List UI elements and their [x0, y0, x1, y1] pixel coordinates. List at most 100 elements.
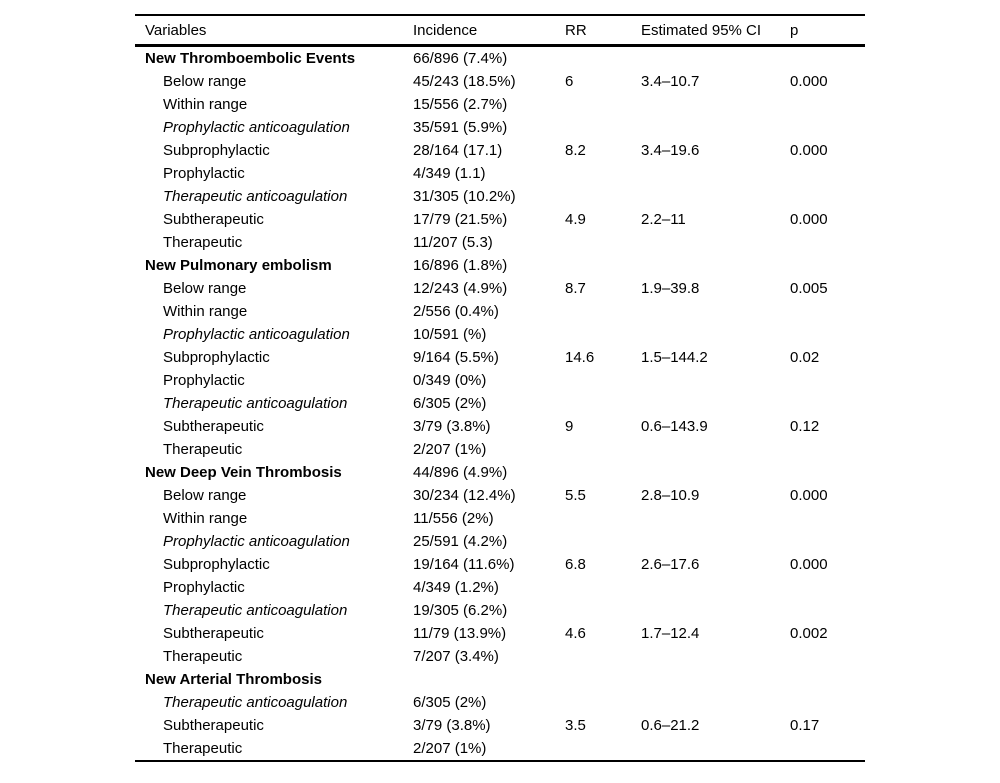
variable-cell: Subtherapeutic — [163, 418, 264, 435]
incidence-cell: 66/896 (7.4%) — [413, 50, 508, 67]
table-row: Subprophylactic 28/164 (17.1) 8.2 3.4–19… — [135, 139, 865, 162]
p-value-cell: 0.000 — [790, 487, 828, 504]
table-row: New Thromboembolic Events 66/896 (7.4%) — [135, 47, 865, 70]
variable-cell: Therapeutic — [163, 234, 243, 251]
rr-cell: 4.9 — [565, 211, 586, 228]
incidence-cell: 11/556 (2%) — [413, 510, 494, 527]
variable-cell: New Thromboembolic Events — [145, 50, 356, 67]
incidence-cell: 28/164 (17.1) — [413, 142, 503, 159]
variable-cell: Below range — [163, 280, 247, 297]
p-value-cell: 0.02 — [790, 349, 820, 366]
table-row: Within range 11/556 (2%) — [135, 507, 865, 530]
table-row: Subtherapeutic 3/79 (3.8%) 9 0.6–143.9 0… — [135, 415, 865, 438]
variable-cell: New Pulmonary embolism — [145, 257, 332, 274]
incidence-cell: 2/207 (1%) — [413, 740, 487, 757]
variable-cell: Below range — [163, 73, 247, 90]
table-row: Therapeutic 7/207 (3.4%) — [135, 645, 865, 668]
incidence-cell: 0/349 (0%) — [413, 372, 487, 389]
incidence-cell: 19/164 (11.6%) — [413, 556, 515, 573]
table-row: Within range 15/556 (2.7%) — [135, 93, 865, 116]
table-row: Below range 30/234 (12.4%) 5.5 2.8–10.9 … — [135, 484, 865, 507]
incidence-cell: 3/79 (3.8%) — [413, 418, 491, 435]
incidence-cell: 31/305 (10.2%) — [413, 188, 516, 205]
ci-cell: 0.6–143.9 — [641, 418, 708, 435]
table-row: Prophylactic 4/349 (1.2%) — [135, 576, 865, 599]
incidence-cell: 10/591 (%) — [413, 326, 487, 343]
incidence-cell: 15/556 (2.7%) — [413, 96, 508, 113]
rr-cell: 4.6 — [565, 625, 586, 642]
variable-cell: Therapeutic — [163, 441, 243, 458]
table-row: Subtherapeutic 17/79 (21.5%) 4.9 2.2–11 … — [135, 208, 865, 231]
rr-cell: 9 — [565, 418, 574, 435]
incidence-cell: 12/243 (4.9%) — [413, 280, 508, 297]
variable-cell: Within range — [163, 510, 248, 527]
rr-cell: 6.8 — [565, 556, 586, 573]
variable-cell: Therapeutic — [163, 648, 243, 665]
variable-cell: Prophylactic anticoagulation — [163, 326, 350, 343]
table-header-row: Variables Incidence RR Estimated 95% CI … — [135, 16, 865, 47]
column-header-incidence: Incidence — [413, 21, 478, 39]
table-row: Below range 45/243 (18.5%) 6 3.4–10.7 0.… — [135, 70, 865, 93]
rr-cell: 8.2 — [565, 142, 586, 159]
table-row: Therapeutic 2/207 (1%) — [135, 438, 865, 461]
ci-cell: 1.5–144.2 — [641, 349, 708, 366]
incidence-cell: 45/243 (18.5%) — [413, 73, 516, 90]
incidence-cell: 11/79 (13.9%) — [413, 625, 507, 642]
rr-cell: 5.5 — [565, 487, 586, 504]
rr-cell: 8.7 — [565, 280, 586, 297]
p-value-cell: 0.002 — [790, 625, 828, 642]
table-body: New Thromboembolic Events 66/896 (7.4%) … — [135, 47, 865, 760]
table-row: Prophylactic anticoagulation 10/591 (%) — [135, 323, 865, 346]
ci-cell: 3.4–10.7 — [641, 73, 700, 90]
table-row: Prophylactic anticoagulation 25/591 (4.2… — [135, 530, 865, 553]
table-row: Subtherapeutic 11/79 (13.9%) 4.6 1.7–12.… — [135, 622, 865, 645]
p-value-cell: 0.005 — [790, 280, 828, 297]
ci-cell: 3.4–19.6 — [641, 142, 700, 159]
variable-cell: Prophylactic — [163, 579, 245, 596]
ci-cell: 1.7–12.4 — [641, 625, 700, 642]
incidence-cell: 30/234 (12.4%) — [413, 487, 516, 504]
incidence-cell: 44/896 (4.9%) — [413, 464, 508, 481]
table-row: Therapeutic anticoagulation 19/305 (6.2%… — [135, 599, 865, 622]
variable-cell: New Arterial Thrombosis — [145, 671, 322, 688]
incidence-cell: 6/305 (2%) — [413, 694, 487, 711]
incidence-cell: 35/591 (5.9%) — [413, 119, 508, 136]
table-row: Prophylactic 4/349 (1.1) — [135, 162, 865, 185]
incidence-cell: 2/207 (1%) — [413, 441, 487, 458]
p-value-cell: 0.000 — [790, 211, 828, 228]
incidence-cell: 16/896 (1.8%) — [413, 257, 508, 274]
variable-cell: Within range — [163, 96, 248, 113]
incidence-cell: 19/305 (6.2%) — [413, 602, 508, 619]
variable-cell: Subprophylactic — [163, 142, 270, 159]
table-row: New Arterial Thrombosis — [135, 668, 865, 691]
ci-cell: 2.8–10.9 — [641, 487, 700, 504]
table-row: New Deep Vein Thrombosis 44/896 (4.9%) — [135, 461, 865, 484]
variable-cell: Therapeutic anticoagulation — [163, 602, 348, 619]
p-value-cell: 0.12 — [790, 418, 820, 435]
p-value-cell: 0.000 — [790, 73, 828, 90]
variable-cell: Therapeutic anticoagulation — [163, 188, 348, 205]
incidence-cell: 3/79 (3.8%) — [413, 717, 491, 734]
ci-cell: 2.6–17.6 — [641, 556, 700, 573]
table-row: Prophylactic 0/349 (0%) — [135, 369, 865, 392]
variable-cell: Subtherapeutic — [163, 717, 264, 734]
column-header-rr: RR — [565, 21, 587, 39]
column-header-p: p — [790, 21, 799, 39]
incidence-cell: 17/79 (21.5%) — [413, 211, 508, 228]
variable-cell: Subprophylactic — [163, 349, 270, 366]
variable-cell: Subprophylactic — [163, 556, 270, 573]
p-value-cell: 0.17 — [790, 717, 820, 734]
variable-cell: Therapeutic anticoagulation — [163, 395, 348, 412]
incidence-cell: 7/207 (3.4%) — [413, 648, 499, 665]
variable-cell: Prophylactic anticoagulation — [163, 119, 350, 136]
variable-cell: New Deep Vein Thrombosis — [145, 464, 342, 481]
incidence-cell: 9/164 (5.5%) — [413, 349, 499, 366]
p-value-cell: 0.000 — [790, 142, 828, 159]
rr-cell: 3.5 — [565, 717, 586, 734]
variable-cell: Prophylactic anticoagulation — [163, 533, 350, 550]
incidence-cell: 11/207 (5.3) — [413, 234, 493, 251]
variable-cell: Below range — [163, 487, 247, 504]
ci-cell: 0.6–21.2 — [641, 717, 700, 734]
table-row: Subprophylactic 19/164 (11.6%) 6.8 2.6–1… — [135, 553, 865, 576]
variable-cell: Within range — [163, 303, 248, 320]
